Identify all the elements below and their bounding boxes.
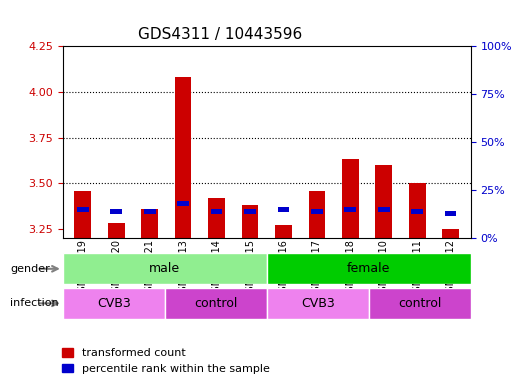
Bar bbox=[77, 207, 89, 212]
Text: control: control bbox=[194, 297, 237, 310]
Bar bbox=[442, 229, 459, 238]
FancyBboxPatch shape bbox=[267, 253, 471, 284]
FancyBboxPatch shape bbox=[63, 253, 267, 284]
Bar bbox=[74, 190, 91, 238]
Bar bbox=[175, 77, 191, 238]
Text: CVB3: CVB3 bbox=[97, 297, 131, 310]
FancyBboxPatch shape bbox=[63, 288, 165, 319]
Bar bbox=[409, 183, 426, 238]
Bar bbox=[445, 211, 457, 215]
Text: gender: gender bbox=[10, 264, 50, 274]
Text: GDS4311 / 10443596: GDS4311 / 10443596 bbox=[138, 27, 302, 42]
Bar bbox=[376, 165, 392, 238]
Bar bbox=[309, 190, 325, 238]
Bar bbox=[275, 225, 292, 238]
Bar bbox=[378, 207, 390, 212]
FancyBboxPatch shape bbox=[165, 288, 267, 319]
Bar bbox=[242, 205, 258, 238]
Text: female: female bbox=[347, 262, 390, 275]
Bar bbox=[211, 209, 222, 214]
Bar bbox=[244, 209, 256, 214]
FancyBboxPatch shape bbox=[369, 288, 471, 319]
Bar bbox=[208, 198, 225, 238]
Legend: transformed count, percentile rank within the sample: transformed count, percentile rank withi… bbox=[58, 344, 275, 379]
Bar bbox=[278, 207, 289, 212]
Text: CVB3: CVB3 bbox=[301, 297, 335, 310]
Text: male: male bbox=[149, 262, 180, 275]
Bar bbox=[141, 209, 158, 238]
Bar bbox=[311, 209, 323, 214]
Bar bbox=[342, 159, 359, 238]
Bar bbox=[110, 209, 122, 214]
Bar bbox=[177, 201, 189, 206]
Bar bbox=[412, 209, 423, 214]
FancyBboxPatch shape bbox=[267, 288, 369, 319]
Text: infection: infection bbox=[10, 298, 59, 308]
Text: control: control bbox=[398, 297, 441, 310]
Bar bbox=[108, 223, 124, 238]
Bar bbox=[144, 209, 155, 214]
Bar bbox=[345, 207, 356, 212]
